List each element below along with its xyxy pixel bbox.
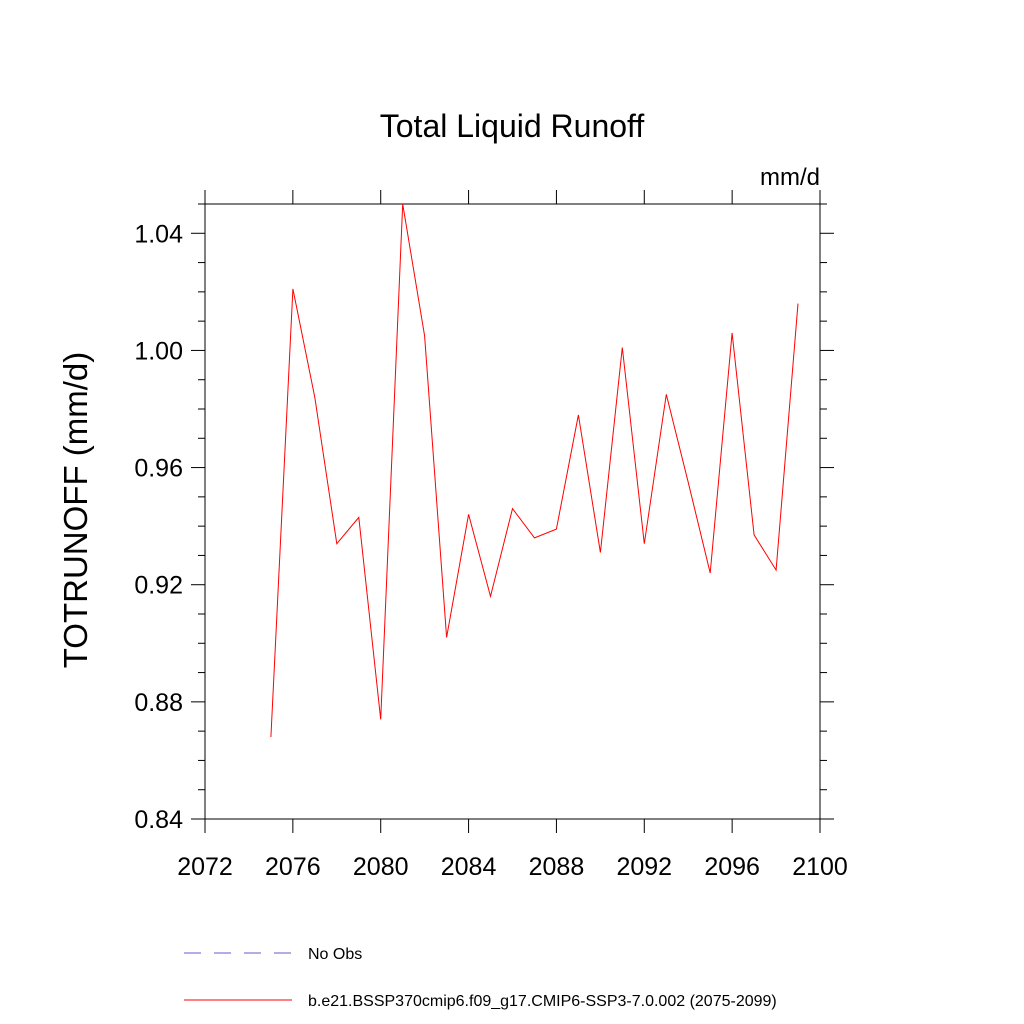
- legend: No Obs b.e21.BSSP370cmip6.f09_g17.CMIP6-…: [184, 946, 777, 1010]
- y-axis-ticks: 0.84 0.88 0.92 0.96 1.00 1.04: [134, 203, 834, 834]
- x-tick-label: 2080: [353, 853, 409, 881]
- x-tick-label: 2088: [529, 853, 585, 881]
- x-tick-label: 2092: [616, 853, 672, 881]
- y-tick-label: 0.92: [134, 572, 183, 600]
- x-tick-label: 2100: [792, 853, 848, 881]
- y-tick-label: 0.96: [134, 455, 183, 483]
- y-tick-label: 0.88: [134, 689, 183, 717]
- units-label: mm/d: [760, 164, 820, 191]
- x-tick-label: 2076: [265, 853, 321, 881]
- legend-label-model: b.e21.BSSP370cmip6.f09_g17.CMIP6-SSP3-7.…: [308, 993, 777, 1010]
- series-layer: [270, 203, 799, 738]
- y-axis-label: TOTRUNOFF (mm/d): [57, 352, 94, 669]
- series-line-0: [270, 203, 799, 738]
- chart-title: Total Liquid Runoff: [380, 108, 645, 144]
- x-tick-label: 2096: [704, 853, 760, 881]
- x-tick-label: 2084: [441, 853, 497, 881]
- x-tick-label: 2072: [177, 853, 233, 881]
- x-axis-ticks: 2072 2076 2080 2084 2088 2092 2096 2100: [177, 190, 848, 881]
- y-tick-label: 1.04: [134, 220, 183, 248]
- plot-frame: [204, 203, 821, 820]
- y-tick-label: 1.00: [134, 337, 183, 365]
- y-tick-label: 0.84: [134, 806, 183, 834]
- legend-label-no-obs: No Obs: [308, 946, 362, 963]
